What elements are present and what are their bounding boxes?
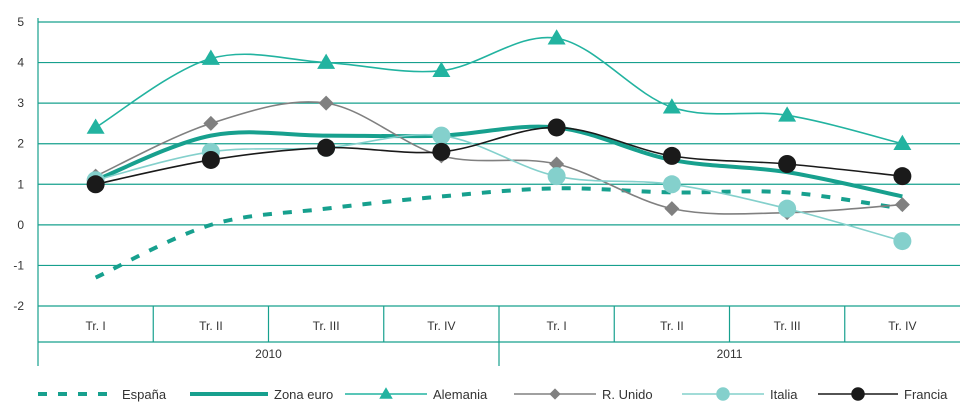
data-point bbox=[893, 167, 912, 186]
x-tick-label: Tr. II bbox=[199, 319, 223, 333]
data-point bbox=[86, 175, 105, 194]
data-point bbox=[851, 387, 865, 401]
series-line bbox=[94, 124, 903, 199]
data-point bbox=[549, 388, 561, 400]
y-tick-label: 1 bbox=[17, 177, 24, 191]
x-axis: Tr. I Tr. II Tr. III Tr. IV Tr. I Tr. II Tr. I… bbox=[38, 306, 960, 366]
data-point bbox=[203, 115, 219, 131]
series-line bbox=[95, 133, 903, 242]
data-point bbox=[432, 142, 451, 161]
legend: España Zona euro Alemania R. Unido Italia Fra… bbox=[38, 387, 948, 402]
x-group-label: 2010 bbox=[255, 347, 282, 361]
grid-lines bbox=[38, 21, 960, 307]
data-point bbox=[662, 175, 681, 194]
data-point bbox=[86, 118, 105, 134]
data-point bbox=[664, 201, 680, 217]
y-tick-label: 4 bbox=[17, 56, 24, 70]
data-point bbox=[547, 167, 566, 186]
series-francia bbox=[86, 118, 912, 194]
data-point bbox=[201, 150, 220, 169]
legend-item: R. Unido bbox=[514, 387, 653, 402]
legend-item: España bbox=[38, 387, 167, 402]
data-point bbox=[201, 49, 220, 65]
x-tick-label: Tr. III bbox=[774, 319, 801, 333]
data-point bbox=[893, 134, 912, 151]
data-point bbox=[894, 197, 910, 213]
legend-item: Zona euro bbox=[190, 387, 333, 402]
series-zona-euro bbox=[94, 124, 903, 199]
y-axis: -2 -1 0 1 2 3 4 5 bbox=[13, 15, 39, 366]
x-group-label: 2011 bbox=[717, 347, 743, 361]
data-point bbox=[317, 138, 336, 157]
legend-label: España bbox=[122, 387, 167, 402]
legend-label: R. Unido bbox=[602, 387, 653, 402]
y-tick-label: 3 bbox=[17, 96, 24, 110]
legend-label: Italia bbox=[770, 387, 798, 402]
y-tick-label: -2 bbox=[13, 299, 24, 313]
data-point bbox=[778, 155, 797, 173]
legend-label: Zona euro bbox=[274, 387, 333, 402]
data-point bbox=[317, 53, 336, 69]
legend-item: Italia bbox=[682, 387, 798, 402]
y-tick-label: 5 bbox=[17, 15, 24, 29]
data-point bbox=[318, 95, 334, 111]
data-point bbox=[432, 126, 451, 145]
series-espa-a bbox=[94, 186, 903, 280]
data-point bbox=[778, 199, 797, 218]
legend-label: Alemania bbox=[433, 387, 488, 402]
data-point bbox=[893, 232, 912, 251]
x-tick-label: Tr. IV bbox=[427, 319, 455, 333]
legend-item: Francia bbox=[818, 387, 948, 402]
series-line bbox=[95, 36, 903, 145]
x-tick-label: Tr. II bbox=[660, 319, 684, 333]
data-point bbox=[547, 29, 566, 45]
data-point bbox=[662, 98, 681, 114]
y-tick-label: 2 bbox=[17, 137, 24, 151]
series-italia bbox=[86, 126, 912, 251]
x-tick-label: Tr. I bbox=[86, 319, 106, 333]
data-point bbox=[716, 387, 730, 401]
data-point bbox=[432, 61, 451, 77]
series-line bbox=[94, 186, 903, 280]
series-layer bbox=[86, 29, 912, 280]
legend-item: Alemania bbox=[345, 387, 488, 402]
x-tick-label: Tr. I bbox=[547, 319, 567, 333]
data-point bbox=[549, 156, 565, 172]
x-tick-label: Tr. IV bbox=[888, 319, 916, 333]
legend-label: Francia bbox=[904, 387, 948, 402]
series-line bbox=[95, 101, 903, 215]
data-point bbox=[662, 146, 681, 165]
data-point bbox=[778, 106, 797, 122]
x-tick-label: Tr. III bbox=[313, 319, 340, 333]
y-tick-label: -1 bbox=[13, 258, 24, 272]
series-alemania bbox=[86, 29, 912, 151]
series-line bbox=[95, 126, 903, 186]
data-point bbox=[547, 118, 566, 137]
y-tick-label: 0 bbox=[17, 218, 24, 232]
data-point bbox=[379, 387, 393, 399]
